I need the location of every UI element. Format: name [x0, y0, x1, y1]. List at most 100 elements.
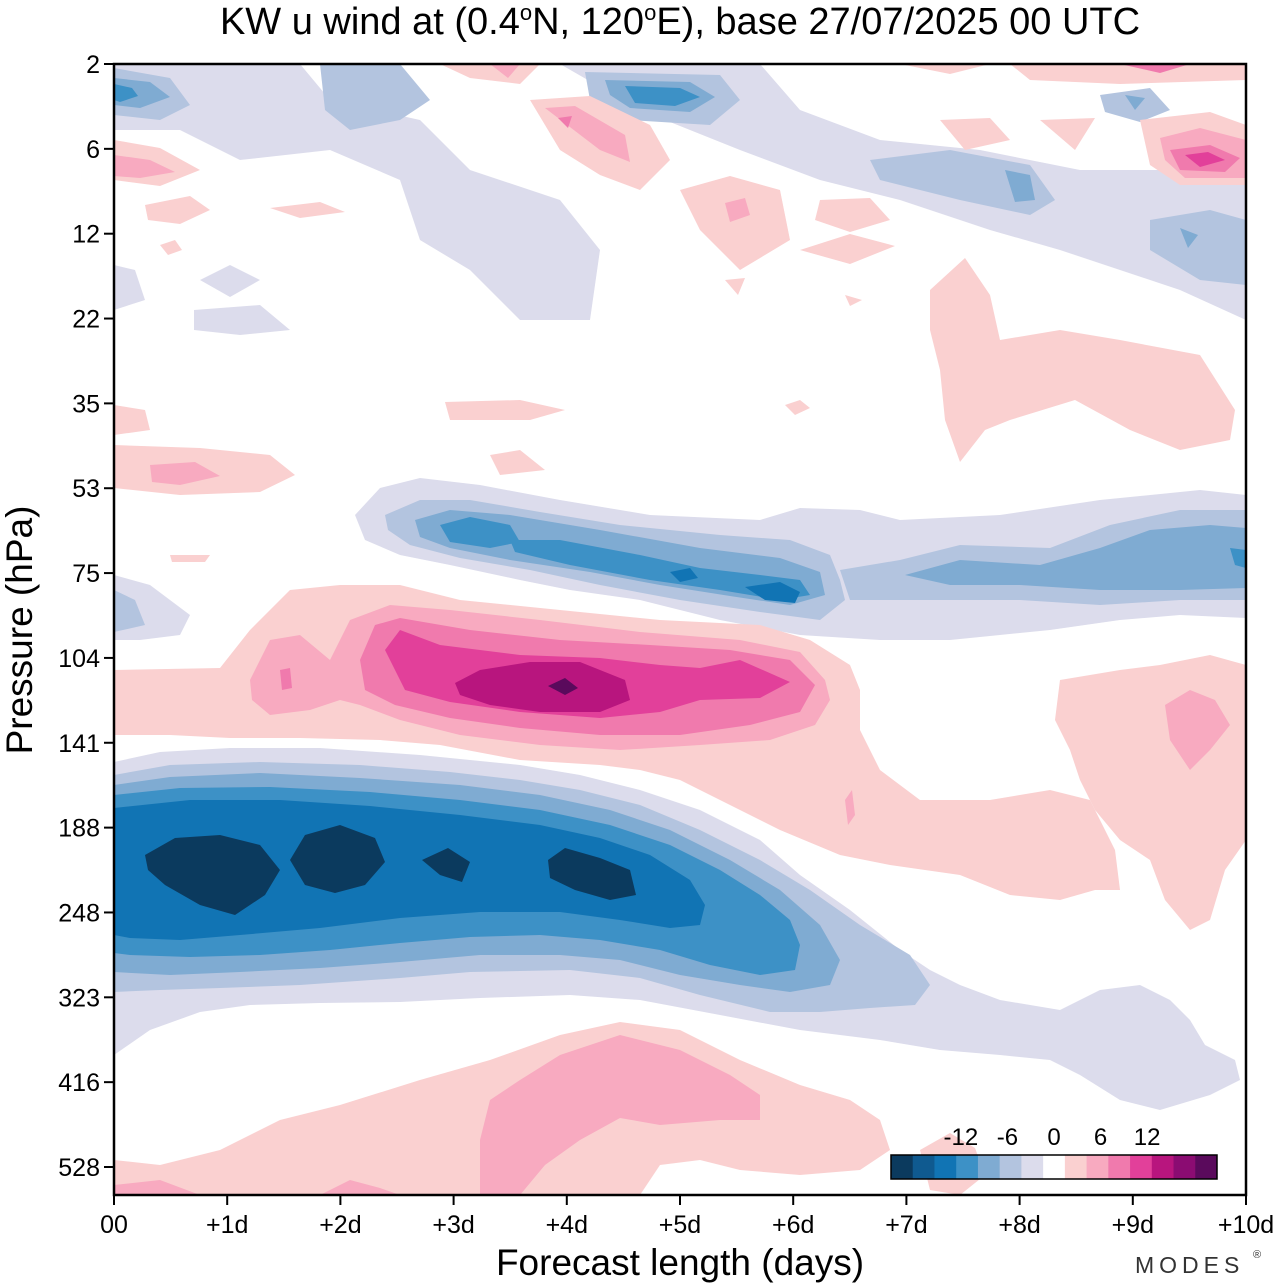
y-tick-label: 35 — [72, 390, 100, 418]
contour-field — [114, 64, 1246, 1195]
contour-region — [114, 155, 175, 178]
colorbar-swatch — [1108, 1155, 1131, 1179]
contour-region — [320, 1180, 400, 1195]
contour-region — [114, 800, 705, 940]
x-tick-label: +1d — [206, 1211, 248, 1239]
x-tick-label: 00 — [100, 1211, 128, 1239]
contour-region — [845, 790, 855, 825]
y-tick-label: 53 — [72, 475, 100, 503]
x-tick-label: +2d — [319, 1211, 361, 1239]
modes-registered-mark: ® — [1253, 1249, 1261, 1261]
chart-title: KW u wind at (0.4oN, 120oE), base 27/07/… — [220, 0, 1140, 43]
contour-region — [150, 462, 220, 485]
contour-region — [1120, 64, 1190, 73]
y-axis-label: Pressure (hPa) — [0, 506, 40, 755]
colorbar-swatch — [956, 1155, 979, 1179]
contour-region — [280, 668, 292, 690]
contour-region — [930, 258, 1235, 462]
contour-region — [445, 400, 565, 420]
contour-region — [480, 1035, 760, 1195]
colorbar-tick-label: -6 — [997, 1124, 1018, 1151]
y-tick-label: 12 — [72, 221, 100, 249]
contour-region — [815, 198, 890, 232]
colorbar-tick-label: -12 — [944, 1124, 979, 1151]
colorbar-swatch — [999, 1155, 1022, 1179]
x-axis-label: Forecast length (days) — [496, 1242, 864, 1283]
contour-region — [800, 234, 895, 264]
contour-region — [114, 1180, 200, 1195]
y-tick-label: 528 — [58, 1154, 100, 1182]
contour-region — [290, 825, 385, 893]
contour-region — [560, 64, 1246, 320]
contour-region — [1150, 210, 1246, 285]
contour-region — [170, 555, 210, 562]
contour-region — [548, 848, 636, 900]
contour-region — [114, 590, 145, 632]
contour-region — [114, 265, 145, 310]
colorbar-swatch — [1173, 1155, 1196, 1179]
contour-region — [940, 118, 1010, 150]
colorbar-swatch — [912, 1155, 935, 1179]
contour-region — [725, 278, 745, 295]
lower-positive-band — [114, 1022, 985, 1195]
y-tick-label: 416 — [58, 1069, 100, 1097]
contour-region — [422, 848, 470, 882]
contour-region — [558, 116, 572, 128]
contour-region — [114, 78, 170, 108]
y-tick-label: 188 — [58, 815, 100, 843]
x-tick-label: +7d — [885, 1211, 927, 1239]
upper-negative-patches — [114, 64, 1246, 335]
contour-region — [145, 196, 210, 224]
contour-region — [114, 84, 138, 102]
contour-region — [114, 405, 150, 435]
y-axis: 2 6 12 22 35 53 75 104 141 188 248 323 416 528 — [58, 51, 114, 1182]
contour-region — [490, 64, 520, 78]
colorbar-tick-label: 0 — [1047, 1124, 1060, 1151]
contour-region — [1185, 152, 1225, 167]
contour-region — [200, 265, 260, 297]
contour-region — [725, 198, 750, 222]
x-axis: 00 +1d +2d +3d +4d +5d +6d +7d +8d +9d +10d — [100, 1195, 1274, 1239]
contour-region — [548, 678, 578, 695]
colorbar-swatch — [1021, 1155, 1044, 1179]
contour-region — [1010, 64, 1246, 84]
x-tick-label: +10d — [1218, 1211, 1274, 1239]
x-tick-label: +8d — [998, 1211, 1040, 1239]
contour-region — [900, 64, 990, 74]
strato-positive-max — [114, 585, 1246, 930]
contour-region — [320, 64, 430, 130]
modes-logo-text: MODES — [1135, 1252, 1244, 1278]
x-tick-label: +6d — [772, 1211, 814, 1239]
colorbar-tick-label: 6 — [1094, 1124, 1107, 1151]
contour-region — [905, 525, 1246, 590]
contour-region — [845, 295, 862, 306]
contour-region — [145, 835, 280, 915]
strato-negative-band — [114, 478, 1246, 640]
y-tick-label: 75 — [72, 560, 100, 588]
contour-region — [270, 202, 345, 218]
contour-region — [510, 540, 810, 600]
y-tick-label: 2 — [86, 51, 100, 79]
y-tick-label: 6 — [86, 136, 100, 164]
contour-region — [440, 517, 520, 548]
contour-region — [680, 176, 790, 270]
contour-region — [870, 150, 1055, 215]
contour-region — [1125, 95, 1145, 110]
contour-region — [1005, 170, 1035, 202]
colorbar-swatch — [977, 1155, 1001, 1179]
colorbar-swatch — [934, 1155, 957, 1179]
colorbar-swatch — [1195, 1155, 1218, 1179]
upper-positive-patches — [114, 64, 1246, 306]
y-tick-label: 323 — [58, 984, 100, 1012]
contour-region — [1165, 690, 1230, 770]
contour-region — [625, 86, 700, 106]
colorbar: -12 -6 0 6 12 — [890, 1124, 1218, 1180]
y-tick-label: 22 — [72, 306, 100, 334]
colorbar-frame — [890, 1154, 1218, 1180]
contour-region — [114, 64, 600, 320]
contour-region — [455, 662, 630, 712]
colorbar-swatch — [1064, 1155, 1088, 1179]
colorbar-swatch — [1043, 1155, 1066, 1179]
midlevel-positive — [114, 258, 1235, 562]
